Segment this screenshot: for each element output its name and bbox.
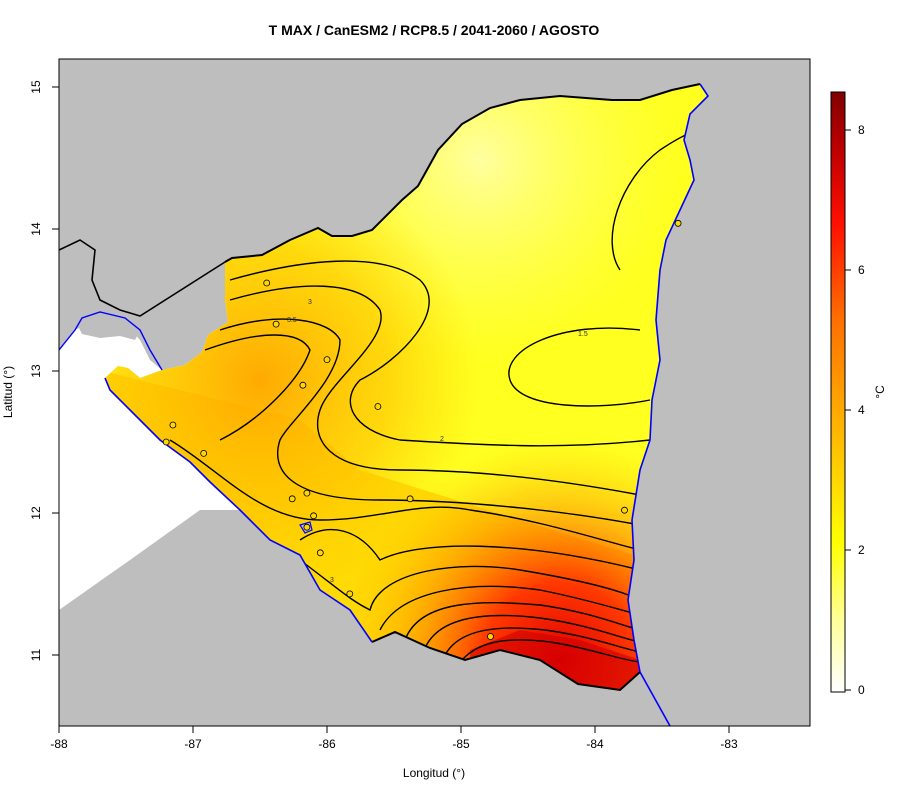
colorbar-tick-label: 2 — [858, 543, 865, 557]
caribbean-coastline — [627, 83, 710, 726]
x-tick-label: -84 — [586, 737, 604, 751]
honduras-outline — [59, 239, 226, 317]
colorbar-unit: °C — [873, 385, 887, 399]
x-tick-label: -83 — [720, 737, 738, 751]
x-tick-label: -85 — [452, 737, 470, 751]
station-marker — [272, 320, 280, 328]
x-tick-label: -86 — [318, 737, 336, 751]
station-marker — [487, 633, 494, 640]
colorbar-tick-label: 0 — [858, 683, 865, 697]
land-north — [59, 59, 810, 390]
station-marker — [303, 489, 311, 497]
x-tick-label: -87 — [184, 737, 202, 751]
station-marker — [303, 523, 311, 531]
station-marker — [169, 421, 177, 429]
y-tick-label: 15 — [29, 80, 43, 94]
colorbar-ramp — [830, 91, 846, 693]
station-marker — [200, 449, 208, 457]
southern-border — [371, 630, 641, 692]
station-marker — [323, 356, 331, 364]
colorbar-tick-label: 6 — [858, 263, 865, 277]
y-tick-label: 14 — [29, 222, 43, 236]
y-axis: 11 12 13 14 15 Latitud (°) — [1, 80, 60, 661]
pacific-coastline — [104, 377, 373, 643]
station-marker — [406, 495, 414, 503]
y-tick-label: 13 — [29, 364, 43, 378]
station-marker — [310, 512, 318, 520]
station-markers — [162, 219, 682, 640]
colorbar-tick-label: 4 — [858, 403, 865, 417]
x-tick-label: -88 — [50, 737, 68, 751]
y-axis-title: Latitud (°) — [1, 366, 15, 418]
map-title: T MAX / CanESM2 / RCP8.5 / 2041-2060 / A… — [269, 22, 600, 38]
station-marker — [621, 506, 628, 514]
contour-label-group: 3 3.5 1.5 2 3 — [287, 299, 588, 584]
station-marker — [674, 219, 682, 227]
x-axis-title: Longitud (°) — [403, 766, 465, 780]
station-marker — [316, 549, 324, 557]
y-tick-label: 12 — [29, 506, 43, 520]
contour-label: 2 — [440, 436, 444, 443]
contour-label: 3.5 — [287, 317, 297, 324]
station-marker — [299, 381, 307, 389]
y-tick-label: 11 — [29, 648, 43, 661]
station-marker — [346, 590, 354, 598]
station-marker — [162, 438, 170, 446]
colorbar: 0 2 4 6 8 °C — [830, 91, 887, 697]
x-axis: -88 -87 -86 -85 -84 -83 Longitud (°) — [50, 725, 738, 780]
colorbar-tick-label: 8 — [858, 123, 865, 137]
contour-label: 3 — [308, 299, 312, 306]
station-marker — [374, 403, 382, 410]
station-marker — [288, 495, 296, 503]
plot-area: 3 3.5 1.5 2 3 — [59, 59, 810, 726]
station-marker — [263, 279, 271, 287]
land-south — [59, 510, 670, 726]
gulf-coastline — [59, 311, 163, 371]
contour-label: 3 — [330, 577, 334, 584]
gulf-of-fonseca — [75, 308, 140, 340]
contour-label: 1.5 — [578, 331, 588, 338]
national-border — [224, 83, 701, 263]
